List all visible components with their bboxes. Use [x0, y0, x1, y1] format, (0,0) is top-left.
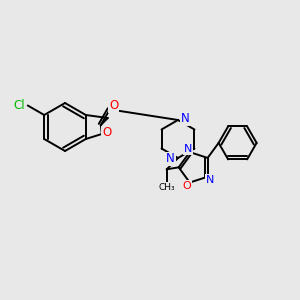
Text: O: O	[182, 181, 191, 190]
Text: O: O	[109, 99, 119, 112]
Text: CH₃: CH₃	[158, 183, 175, 192]
Text: N: N	[184, 144, 192, 154]
Text: Cl: Cl	[13, 99, 25, 112]
Text: N: N	[206, 175, 214, 185]
Text: N: N	[181, 112, 190, 125]
Text: N: N	[166, 152, 175, 166]
Text: O: O	[102, 127, 111, 140]
